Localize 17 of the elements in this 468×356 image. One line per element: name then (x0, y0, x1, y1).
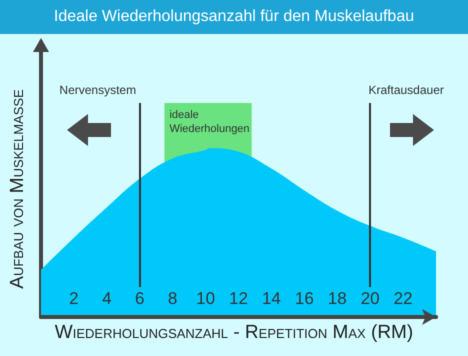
ref-line-label: Nervensystem (59, 83, 136, 97)
x-tick-label: 10 (196, 289, 216, 308)
x-tick-label: 18 (328, 289, 347, 308)
x-tick-label: 16 (294, 289, 314, 308)
x-tick-label: 2 (69, 289, 79, 308)
x-tick-label: 20 (360, 289, 380, 308)
x-tick-label: 6 (135, 289, 144, 308)
y-axis-title: Aufbau von Muskelmasse (7, 88, 29, 291)
x-tick-label: 12 (229, 289, 248, 308)
x-tick-label: 14 (262, 289, 281, 308)
x-tick-label: 8 (168, 289, 178, 308)
band-label: ideale Wiederholungen (169, 109, 250, 135)
ref-line-label: Kraftausdauer (368, 83, 444, 97)
x-tick-label: 22 (394, 289, 413, 308)
x-tick-label: 4 (102, 289, 112, 308)
x-axis-title: Wiederholungsanzahl - Repetition Max (RM) (54, 322, 414, 344)
chart-title: Ideale Wiederholungsanzahl für den Muskelaufbau (0, 0, 468, 34)
